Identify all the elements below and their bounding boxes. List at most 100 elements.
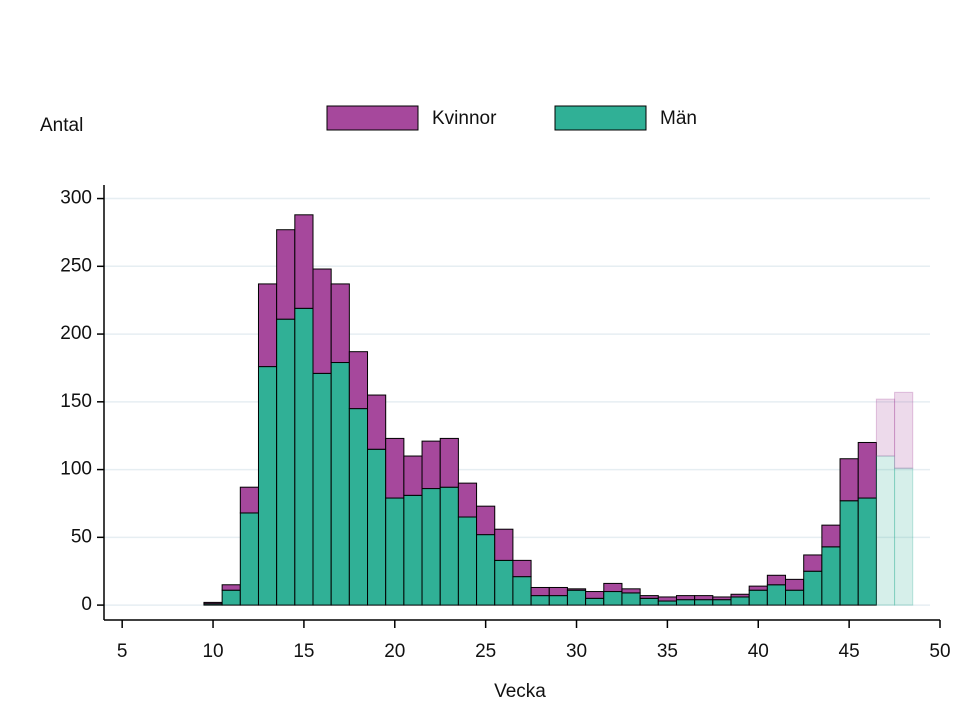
x-axis-label: Vecka bbox=[494, 681, 546, 702]
bar-segment bbox=[312, 372, 332, 606]
bar-segment bbox=[494, 559, 514, 606]
bar-segment bbox=[694, 599, 714, 606]
y-tick-label: 300 bbox=[60, 188, 92, 209]
x-tick-label: 10 bbox=[202, 641, 223, 662]
bar-segment bbox=[766, 584, 787, 606]
bar-segment bbox=[221, 589, 241, 606]
bar-segment bbox=[348, 408, 369, 606]
bar-segment bbox=[839, 458, 859, 502]
bar-segment bbox=[294, 214, 314, 309]
bar-segment bbox=[348, 351, 369, 410]
bar-segment bbox=[803, 554, 823, 572]
bar-segment bbox=[385, 497, 405, 606]
bar-segment bbox=[639, 595, 659, 599]
bar-segment bbox=[839, 500, 859, 606]
bar-segment bbox=[239, 486, 259, 514]
bar-segment bbox=[439, 486, 459, 606]
bar-segment bbox=[748, 585, 768, 591]
bar-segment bbox=[439, 437, 459, 488]
bar-segment bbox=[239, 512, 259, 606]
x-tick-label: 30 bbox=[566, 641, 587, 662]
y-tick-label: 100 bbox=[60, 459, 92, 480]
bar-segment bbox=[276, 318, 296, 606]
bar-segment bbox=[675, 595, 696, 601]
bar-segment bbox=[785, 589, 805, 606]
bar-segment bbox=[730, 593, 750, 598]
bar-segment bbox=[530, 586, 550, 597]
legend-label: Män bbox=[660, 108, 697, 129]
y-tick-label: 0 bbox=[81, 594, 92, 615]
bar-segment bbox=[221, 584, 241, 591]
bar-segment bbox=[803, 570, 823, 606]
bar-segment bbox=[657, 600, 677, 606]
bar-segment bbox=[203, 601, 223, 605]
bar-segment bbox=[421, 488, 441, 606]
bar-segment bbox=[857, 441, 877, 499]
x-tick-label: 40 bbox=[748, 641, 769, 662]
bar-segment bbox=[403, 494, 423, 606]
bar-segment bbox=[330, 283, 350, 364]
bar-segment bbox=[894, 467, 914, 606]
y-tick-label: 150 bbox=[60, 391, 92, 412]
x-tick-label: 25 bbox=[475, 641, 496, 662]
bar-segment bbox=[421, 440, 441, 490]
x-tick-label: 20 bbox=[384, 641, 405, 662]
bar-segment bbox=[621, 588, 641, 594]
bar-segment bbox=[385, 437, 405, 499]
bar-segment bbox=[330, 362, 350, 606]
legend-swatch bbox=[326, 105, 419, 131]
bar-segment bbox=[875, 455, 896, 606]
bar-segment bbox=[712, 599, 732, 606]
bar-segment bbox=[294, 307, 314, 606]
x-tick-label: 5 bbox=[117, 641, 128, 662]
bar-segment bbox=[566, 589, 587, 606]
bar-segment bbox=[257, 366, 278, 606]
bar-segment bbox=[857, 497, 877, 606]
y-tick-label: 250 bbox=[60, 255, 92, 276]
bar-segment bbox=[821, 524, 841, 548]
bar-segment bbox=[730, 596, 750, 606]
bar-segment bbox=[312, 268, 332, 374]
bar-segment bbox=[512, 559, 532, 578]
bar-segment bbox=[639, 597, 659, 606]
bar-segment bbox=[766, 574, 787, 586]
x-tick-label: 15 bbox=[293, 641, 314, 662]
y-tick-label: 200 bbox=[60, 323, 92, 344]
bar-segment bbox=[457, 516, 478, 606]
y-axis-label: Antal bbox=[40, 115, 83, 136]
x-tick-label: 50 bbox=[929, 641, 950, 662]
bar-segment bbox=[894, 391, 914, 469]
bar-segment bbox=[530, 595, 550, 606]
bar-segment bbox=[494, 528, 514, 561]
bar-segment bbox=[566, 588, 587, 591]
bar-segment bbox=[748, 589, 768, 606]
bar-segment bbox=[875, 398, 896, 457]
bar-segment bbox=[403, 455, 423, 496]
bar-segment bbox=[512, 576, 532, 606]
bar-segment bbox=[476, 534, 496, 606]
bar-segment bbox=[821, 546, 841, 606]
bar-segment bbox=[548, 595, 568, 606]
bar-segment bbox=[276, 229, 296, 320]
bar-segment bbox=[675, 599, 696, 606]
bar-segment bbox=[367, 448, 387, 606]
bar-segment bbox=[585, 597, 605, 606]
x-tick-label: 35 bbox=[657, 641, 678, 662]
bar-segment bbox=[585, 591, 605, 599]
legend-label: Kvinnor bbox=[432, 108, 497, 129]
bar-segment bbox=[785, 578, 805, 591]
y-tick-label: 50 bbox=[71, 526, 92, 547]
bar-segment bbox=[257, 283, 278, 368]
bar-segment bbox=[476, 505, 496, 536]
legend-swatch bbox=[554, 105, 647, 131]
x-tick-label: 45 bbox=[839, 641, 860, 662]
bar-segment bbox=[657, 596, 677, 602]
bar-segment bbox=[712, 596, 732, 601]
bar-segment bbox=[367, 394, 387, 450]
bar-segment bbox=[457, 482, 478, 518]
bar-segment bbox=[694, 595, 714, 601]
bar-segment bbox=[621, 592, 641, 606]
bar-segment bbox=[603, 591, 623, 606]
bar-segment bbox=[603, 582, 623, 593]
